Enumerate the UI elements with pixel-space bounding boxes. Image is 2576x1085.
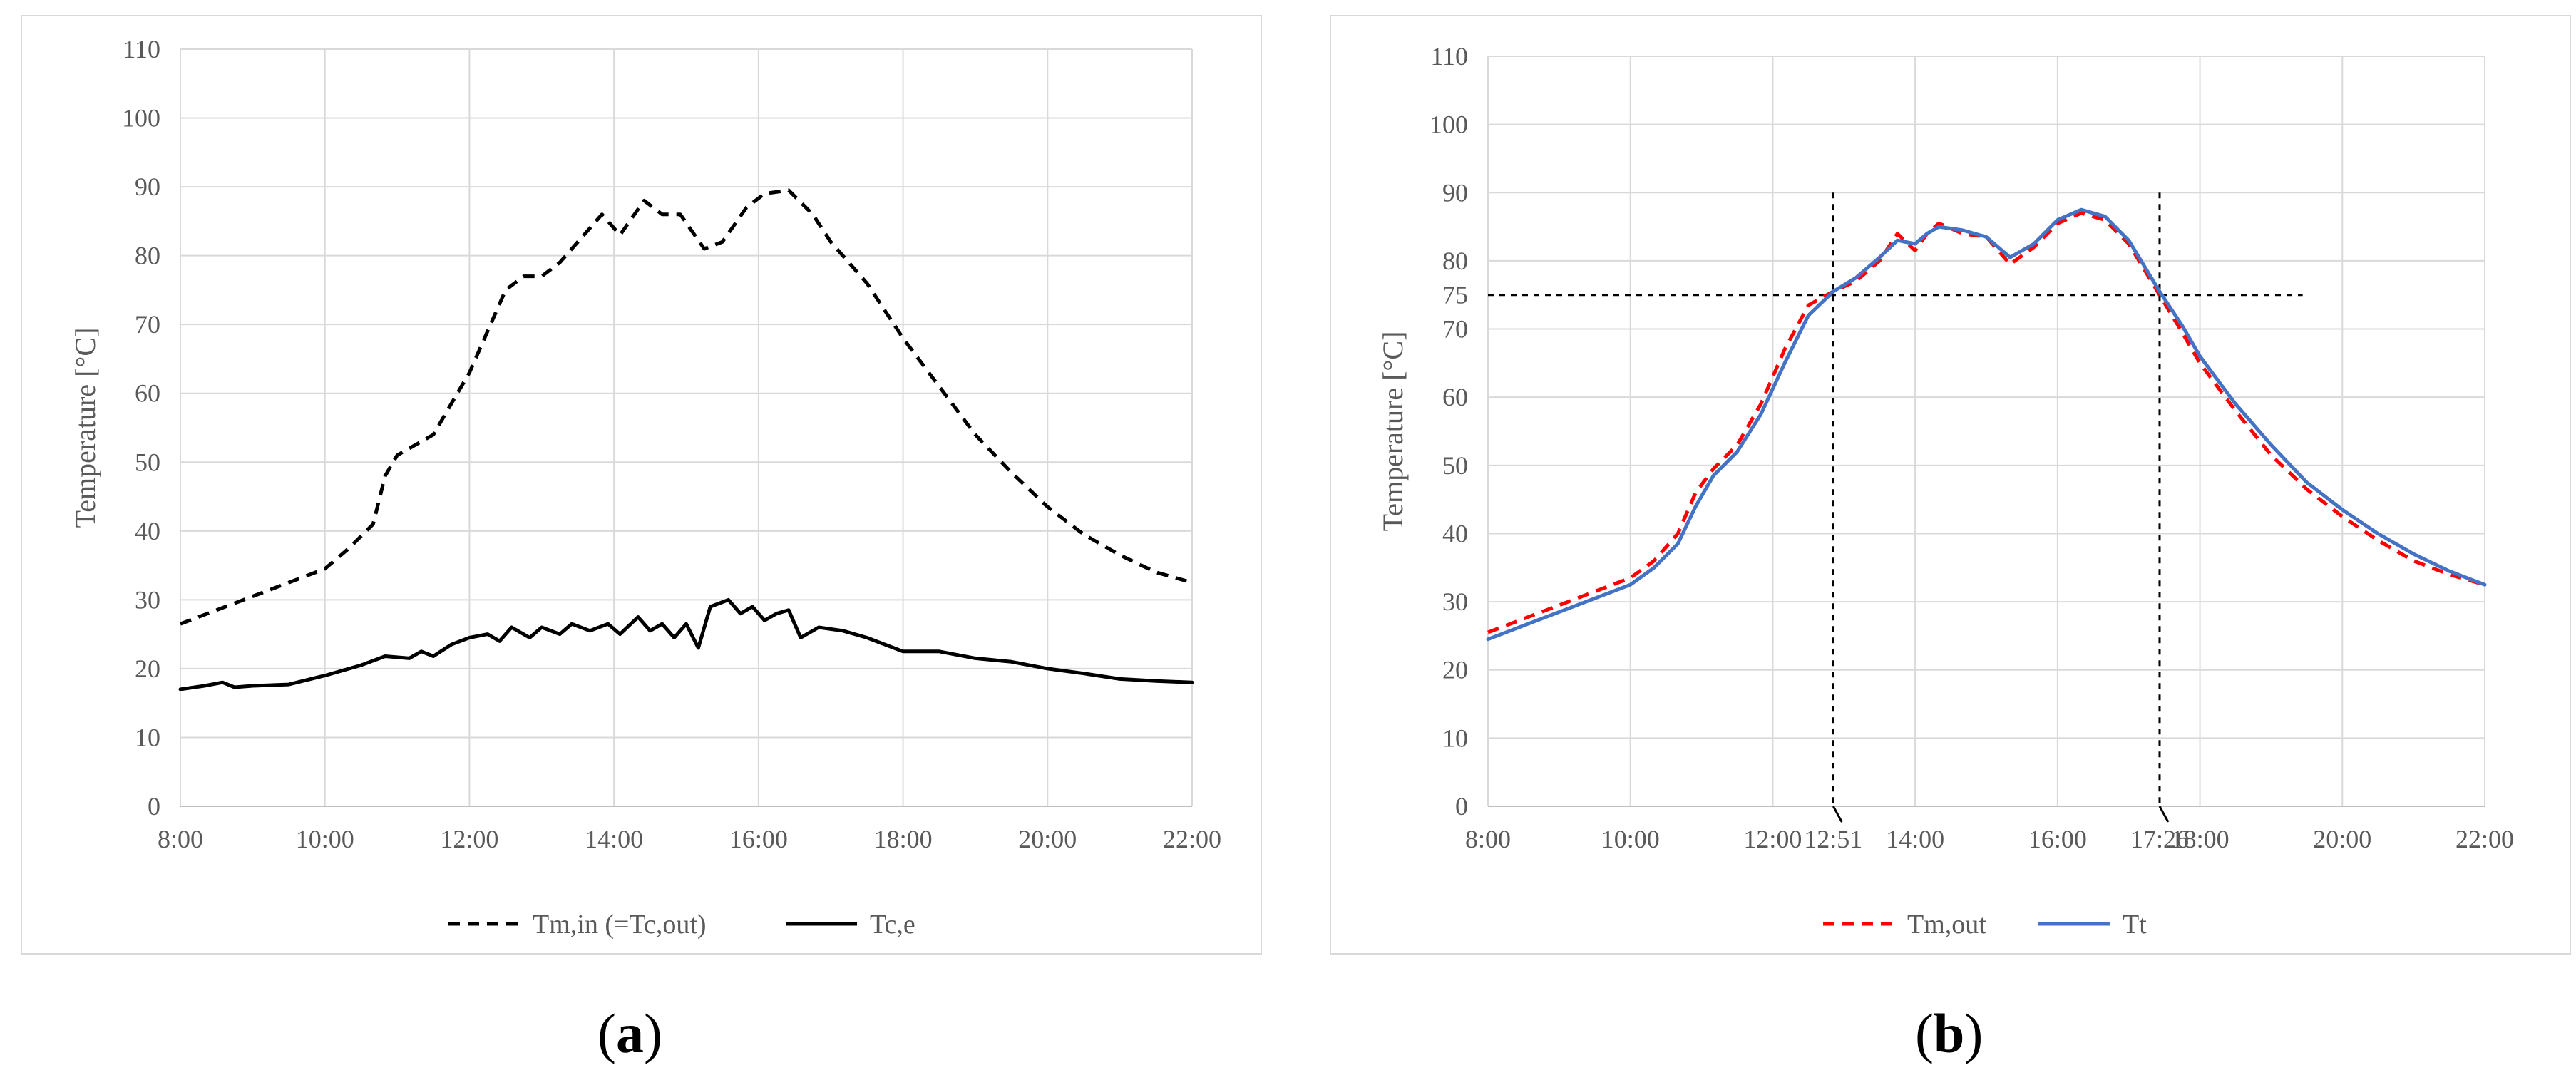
x-tick-label-extra: 12:51 [1804, 825, 1862, 853]
legend-label-2: Tc,e [870, 910, 915, 940]
series-line-1 [180, 188, 1193, 626]
panel-caption-a: (a) [597, 1002, 662, 1066]
crossing-tick-mark [1832, 806, 1843, 823]
y-tick-label: 90 [1442, 178, 1468, 207]
legend-label-2: Tt [2123, 910, 2147, 940]
y-tick-label: 40 [135, 517, 160, 545]
x-tick-label: 8:00 [1465, 825, 1511, 853]
y-axis-title: Temperature [°C] [69, 328, 101, 528]
x-tick-label: 18:00 [2171, 825, 2229, 853]
x-tick-label: 12:00 [1743, 825, 1802, 853]
x-tick-label-extra: 17:26 [2130, 825, 2189, 853]
y-tick-label: 60 [1442, 383, 1468, 411]
chart-panel-a [21, 15, 1262, 955]
y-tick-label: 20 [135, 654, 160, 683]
x-tick-label: 14:00 [1886, 825, 1944, 853]
y-tick-label: 20 [1442, 656, 1468, 684]
y-axis-title: Temperature [°C] [1377, 331, 1409, 532]
y-tick-label: 110 [1430, 42, 1468, 71]
y-tick-label: 110 [123, 35, 160, 63]
y-tick-label: 80 [135, 242, 160, 270]
x-tick-label: 10:00 [296, 825, 354, 853]
y-tick-label: 60 [135, 379, 160, 408]
y-tick-label: 100 [122, 104, 160, 133]
y-tick-label: 50 [1442, 451, 1468, 480]
x-tick-label: 14:00 [585, 825, 643, 853]
x-tick-label: 20:00 [1018, 825, 1077, 853]
y-tick-label: 50 [135, 448, 160, 476]
y-tick-label: 80 [1442, 247, 1468, 275]
y-tick-label: 90 [135, 173, 160, 201]
crossing-tick-mark [2158, 806, 2170, 823]
y-tick-label: 100 [1430, 110, 1468, 139]
panel-caption-a-text: (a) [597, 1002, 662, 1064]
legend-label-1: Tm,in (=Tc,out) [533, 910, 707, 940]
panel-caption-b: (b) [1915, 1002, 1983, 1066]
x-tick-label: 20:00 [2313, 825, 2371, 853]
legend-label-1: Tm,out [1907, 910, 1986, 940]
chart-panel-b [1330, 15, 2571, 955]
y-tick-label: 0 [148, 792, 160, 821]
x-tick-label: 16:00 [2028, 825, 2087, 853]
x-tick-label: 12:00 [440, 825, 498, 853]
x-tick-label: 8:00 [158, 825, 203, 853]
y-tick-label: 0 [1455, 792, 1468, 821]
series-line-1 [1487, 211, 2485, 634]
series-line-2 [1486, 207, 2487, 642]
y-tick-label: 70 [135, 310, 160, 339]
y-tick-label: 10 [135, 723, 160, 751]
y-tick-label: 70 [1442, 315, 1468, 344]
y-tick-label: 10 [1442, 724, 1468, 752]
y-tick-label-extra: 75 [1442, 281, 1468, 309]
x-tick-label: 16:00 [729, 825, 788, 853]
panel-caption-b-text: (b) [1915, 1002, 1984, 1064]
x-tick-label: 10:00 [1601, 825, 1660, 853]
x-tick-label: 22:00 [1163, 825, 1221, 853]
y-tick-label: 30 [1442, 587, 1468, 616]
y-tick-label: 30 [135, 585, 160, 614]
series-line-2 [178, 597, 1194, 691]
x-tick-label: 22:00 [2456, 825, 2514, 853]
x-tick-label: 18:00 [874, 825, 933, 853]
y-tick-label: 40 [1442, 519, 1468, 547]
